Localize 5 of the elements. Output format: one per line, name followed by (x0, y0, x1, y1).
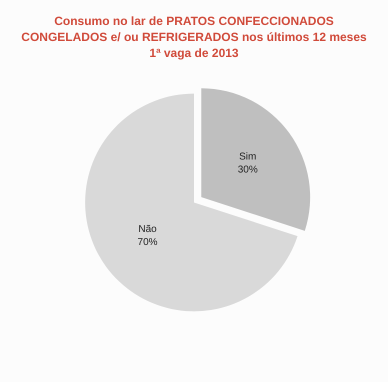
data-label: 30% (238, 164, 258, 176)
data-label: 70% (138, 237, 158, 248)
slice-label: Sim (239, 151, 256, 162)
slice-label: Não (138, 224, 158, 236)
chart-title: Consumo no lar de PRATOS CONFECCIONADOS CONGELADOS e/ ou REFRIGERADOS nos últimos 12 meses 1ª vaga de 2013 (21, 14, 368, 60)
